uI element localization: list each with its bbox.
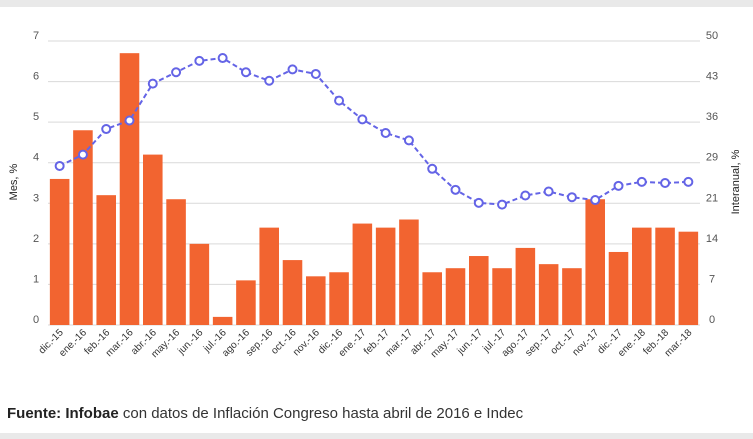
bar (236, 280, 256, 325)
x-tick-label: jun.-17 (455, 327, 485, 357)
right-tick-label: 21 (706, 192, 718, 204)
source-brand: Infobae (65, 405, 119, 422)
x-tick-label: nov.-16 (291, 327, 322, 358)
bar (166, 199, 186, 325)
line-point (590, 195, 601, 206)
bar (306, 276, 326, 325)
line-series (54, 53, 694, 210)
line-point (264, 75, 275, 86)
source-text: con datos de Inflación Congreso hasta ab… (118, 405, 524, 422)
right-tick-label: 36 (706, 111, 718, 123)
line-point (171, 67, 182, 78)
bar (96, 195, 116, 325)
bar (492, 268, 512, 325)
bar (329, 272, 349, 325)
left-tick-label: 7 (33, 30, 39, 42)
bar (469, 256, 489, 325)
left-tick-label: 0 (33, 314, 39, 326)
line-point (450, 184, 461, 195)
line-point (77, 149, 88, 160)
bottom-border (0, 433, 753, 439)
line-point (497, 199, 508, 210)
line-point (240, 67, 251, 78)
line-point (357, 114, 368, 125)
bar (73, 130, 93, 325)
right-axis-title: Interanual, % (730, 149, 742, 214)
line-point (54, 160, 65, 171)
bar (632, 227, 652, 325)
bar (678, 231, 699, 325)
bar (212, 316, 233, 325)
line-point (101, 124, 112, 135)
left-axis-ticks: 0 1 2 3 4 5 6 7 (33, 30, 39, 326)
right-tick-label: 50 (706, 30, 718, 42)
left-tick-label: 6 (33, 71, 39, 83)
right-tick-label: 7 (709, 273, 715, 285)
line-point (566, 192, 577, 203)
line-point (403, 135, 414, 146)
line-point (147, 78, 158, 89)
right-tick-label: 43 (706, 71, 718, 83)
bar (375, 227, 396, 325)
left-axis-title: Mes, % (8, 163, 20, 200)
right-tick-label: 0 (709, 314, 715, 326)
x-axis-ticks: dic.-15ene.-16feb.-16mar.-16abr.-16may.-… (37, 327, 695, 360)
bar (562, 268, 582, 325)
bar (538, 264, 559, 325)
right-tick-label: 14 (706, 233, 718, 245)
bar (119, 53, 140, 326)
right-tick-label: 29 (706, 152, 718, 164)
bar (189, 243, 210, 325)
bar (143, 154, 163, 325)
line-point (334, 95, 345, 106)
bar (422, 272, 442, 325)
line-point (217, 53, 228, 64)
bar (655, 227, 675, 325)
line-point (124, 115, 135, 126)
left-tick-label: 5 (33, 111, 39, 123)
line-point (380, 128, 391, 139)
bar (445, 268, 466, 325)
bar (282, 260, 303, 325)
line-point (427, 163, 438, 174)
top-border (0, 0, 753, 7)
source-note: Fuente: Infobae con datos de Inflación C… (7, 405, 523, 422)
line-point (660, 178, 671, 188)
bar (352, 223, 373, 325)
right-axis-ticks: 0 7 14 21 29 36 43 50 (706, 30, 718, 326)
line-point (543, 186, 554, 197)
source-label: Fuente: (7, 405, 62, 422)
bar (585, 199, 605, 325)
bar (399, 219, 419, 325)
bar (515, 247, 536, 325)
line-point (613, 180, 624, 191)
x-tick-label: sep.-17 (523, 327, 555, 359)
line-path (59, 57, 689, 206)
left-tick-label: 2 (33, 233, 39, 245)
line-point (520, 190, 531, 201)
line-point (473, 197, 484, 208)
x-tick-label: nov.-17 (570, 327, 601, 358)
x-tick-label: jun.-16 (175, 327, 205, 357)
left-tick-label: 1 (33, 273, 39, 285)
bar (49, 178, 70, 325)
line-point (636, 176, 647, 187)
bar (259, 227, 279, 325)
left-tick-label: 3 (33, 192, 39, 204)
line-point (287, 64, 298, 75)
left-tick-label: 4 (33, 152, 39, 164)
line-point (194, 55, 205, 66)
bar (608, 251, 629, 325)
inflation-chart: 0 1 2 3 4 5 6 7 0 7 14 21 29 36 43 50 dic.-15ene.-16fe… (8, 30, 742, 360)
line-point (310, 68, 321, 79)
line-point (683, 176, 694, 187)
